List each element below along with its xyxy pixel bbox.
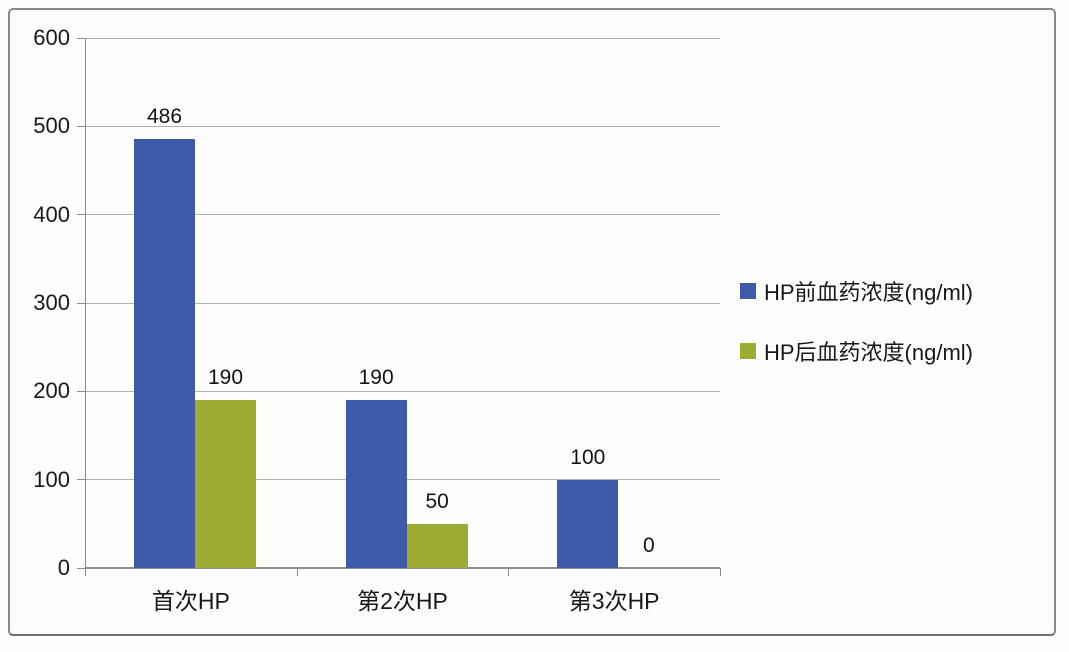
x-tick [508, 568, 510, 576]
value-label: 190 [207, 366, 244, 390]
y-tick-label: 400 [33, 201, 70, 227]
y-tick [77, 214, 85, 216]
gridline [85, 302, 720, 304]
gridline [85, 125, 720, 127]
y-tick-label: 300 [33, 290, 70, 315]
category-label: 首次HP [151, 588, 230, 614]
bar-series-0-cat-1 [345, 400, 407, 568]
x-tick [720, 568, 721, 576]
gridline [85, 214, 720, 216]
bar-series-1-cat-1 [406, 523, 468, 568]
x-axis-line [85, 567, 720, 569]
x-tick [296, 568, 298, 576]
bar-series-1-cat-0 [195, 400, 256, 568]
gridline [85, 390, 720, 392]
chart-frame [8, 8, 1056, 636]
legend-label: HP后血药浓度(ng/ml) [764, 340, 974, 365]
y-tick [77, 37, 85, 39]
y-tick-label: 100 [33, 466, 70, 492]
y-tick [77, 479, 85, 481]
legend-item-pre-hp: HP前血药浓度(ng/ml) [740, 276, 973, 306]
bar-series-0-cat-2 [557, 479, 619, 568]
y-tick-label: 200 [33, 378, 70, 404]
y-tick [77, 302, 85, 304]
y-tick [77, 390, 85, 392]
value-label: 100 [570, 445, 606, 469]
y-tick-label: 600 [33, 25, 70, 50]
y-tick-label: 500 [33, 113, 70, 139]
legend-item-post-hp: HP后血药浓度(ng/ml) [740, 336, 973, 366]
x-tick [85, 568, 86, 576]
legend-swatch-blue-icon [740, 283, 756, 299]
bar-series-0-cat-0 [134, 138, 195, 568]
y-axis-line [85, 38, 86, 568]
category-label: 第3次HP [568, 588, 660, 614]
value-label: 0 [642, 534, 655, 557]
legend-label: HP前血药浓度(ng/ml) [764, 280, 974, 305]
y-tick [77, 125, 85, 127]
value-label: 486 [146, 104, 183, 128]
legend: HP前血药浓度(ng/ml) HP后血药浓度(ng/ml) [740, 276, 973, 396]
gridline [85, 37, 720, 39]
value-label: 190 [358, 366, 394, 390]
category-label: 第2次HP [357, 588, 448, 614]
legend-swatch-green-icon [740, 343, 756, 359]
value-label: 50 [425, 489, 449, 513]
y-tick [77, 567, 85, 569]
y-tick-label: 0 [57, 555, 70, 580]
